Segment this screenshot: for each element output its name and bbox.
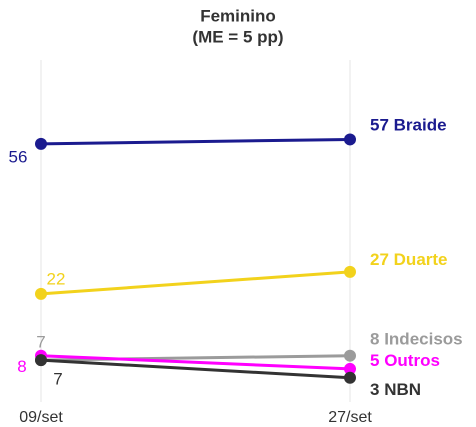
data-label: 27 (370, 250, 389, 269)
x-tick-label: 27/set (328, 409, 372, 426)
data-label: 3 (370, 380, 379, 399)
data-label: 7 (36, 333, 45, 352)
data-label: 57 (370, 116, 389, 135)
point (35, 287, 47, 300)
chart-subtitle: (ME = 5 pp) (192, 27, 283, 46)
point (344, 362, 356, 375)
point (344, 133, 356, 146)
chart-title: Feminino (200, 6, 276, 25)
data-label: 7 (53, 370, 62, 389)
legend-entry: Outros (384, 351, 440, 370)
legend-entry: NBN (384, 380, 421, 399)
legend-label: 57 Braide (370, 116, 447, 135)
line (40, 270, 351, 296)
x-tick-label: 09/set (19, 409, 63, 426)
line (40, 137, 351, 146)
legend-label: 5 Outros (370, 351, 440, 370)
legend-label: 3 NBN (370, 380, 421, 399)
data-label: 22 (47, 269, 66, 288)
legend-label: 27 Duarte (370, 250, 448, 269)
data-label: 5 (370, 351, 379, 370)
point (35, 137, 47, 150)
point (35, 354, 47, 367)
legend-label: 8 Indecisos (370, 330, 463, 349)
legend-entry: Indecisos (384, 330, 462, 349)
point (344, 371, 356, 384)
legend-entry: Braide (394, 116, 447, 135)
point (344, 349, 356, 362)
data-label: 8 (17, 357, 26, 376)
legend-entry: Duarte (394, 250, 448, 269)
line (40, 354, 351, 371)
line (40, 358, 351, 380)
point (344, 265, 356, 278)
data-label: 8 (370, 330, 379, 349)
data-label: 56 (9, 147, 28, 166)
